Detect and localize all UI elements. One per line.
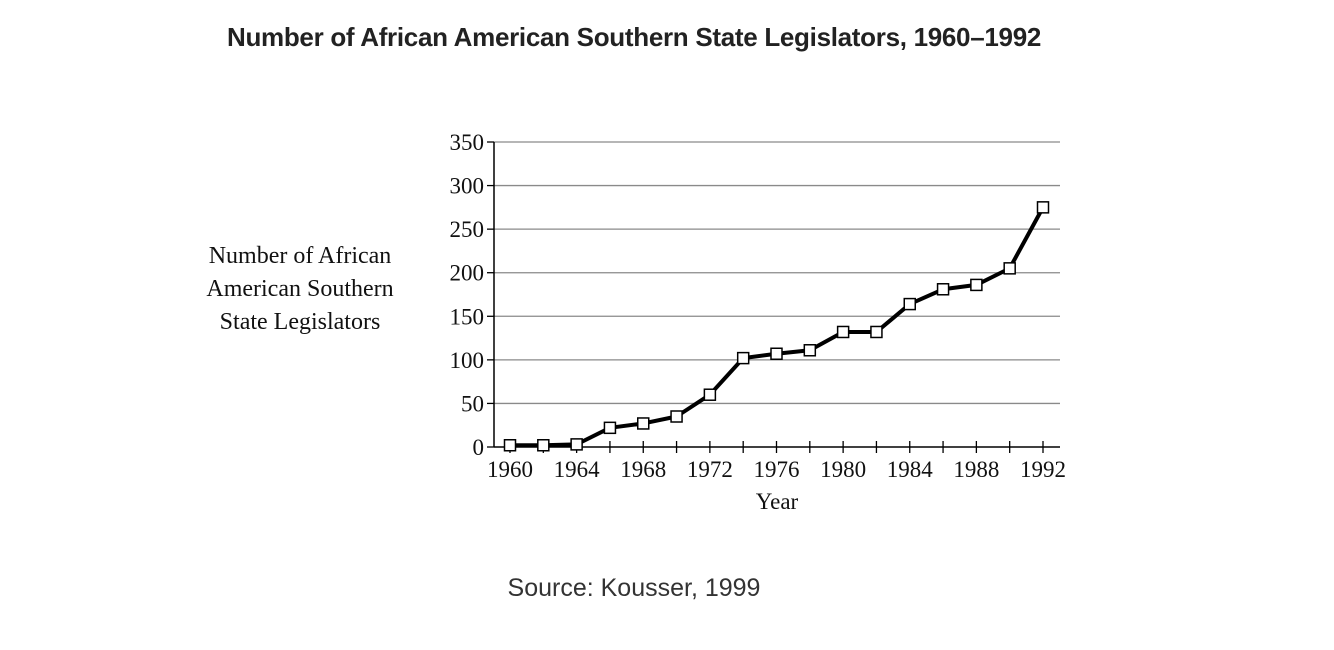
x-tick-label-7: 1988 bbox=[953, 457, 999, 482]
x-tick-label-4: 1976 bbox=[754, 457, 800, 482]
data-markers bbox=[503, 201, 1050, 452]
data-point-1988 bbox=[970, 278, 983, 292]
data-point-1990 bbox=[1003, 262, 1016, 275]
series-line bbox=[510, 206, 1045, 448]
y-tick-label-0: 0 bbox=[473, 435, 485, 460]
y-axis-title-line-0: Number of African bbox=[209, 243, 392, 269]
grid-lines bbox=[494, 141, 1060, 405]
y-tick-labels: 0 50 100 150 200 250 300 350 bbox=[450, 130, 485, 460]
data-point-1962 bbox=[537, 439, 550, 452]
y-tick-label-2: 100 bbox=[450, 348, 485, 373]
data-point-1986 bbox=[936, 283, 950, 296]
y-tick-label-4: 200 bbox=[450, 261, 485, 286]
y-axis-title-line-2: State Legislators bbox=[220, 309, 381, 335]
data-point-1966 bbox=[603, 421, 617, 435]
data-point-1968 bbox=[637, 417, 650, 430]
data-point-1964 bbox=[570, 438, 583, 451]
data-point-1972 bbox=[703, 388, 717, 401]
series-line-0 bbox=[510, 206, 1045, 448]
y-axis-title-line-1: American Southern bbox=[206, 276, 393, 302]
data-point-1970 bbox=[670, 410, 683, 423]
data-point-1984 bbox=[903, 297, 916, 311]
y-tick-label-5: 250 bbox=[450, 217, 485, 242]
y-tick-label-1: 50 bbox=[461, 391, 484, 416]
x-tick-label-8: 1992 bbox=[1020, 457, 1066, 482]
data-point-1980 bbox=[836, 325, 850, 339]
x-tick-label-3: 1972 bbox=[687, 457, 733, 482]
data-point-1960 bbox=[503, 439, 517, 452]
axes bbox=[487, 141, 1060, 453]
x-tick-label-2: 1968 bbox=[620, 457, 666, 482]
x-axis-title: Year bbox=[756, 489, 799, 514]
source-note: Source: Kousser, 1999 bbox=[507, 574, 761, 602]
x-tick-label-1: 1964 bbox=[554, 457, 601, 482]
data-point-1978 bbox=[803, 344, 817, 357]
x-tick-label-0: 1960 bbox=[487, 457, 533, 482]
chart-title: Number of African American Southern Stat… bbox=[226, 22, 1042, 52]
y-tick-label-6: 300 bbox=[450, 174, 485, 199]
y-tick-label-3: 150 bbox=[450, 304, 485, 329]
y-axis-title: Number of African American Southern State … bbox=[206, 243, 393, 335]
data-point-1976 bbox=[770, 347, 783, 361]
data-point-1974 bbox=[736, 351, 750, 365]
y-tick-label-7: 350 bbox=[450, 130, 485, 155]
x-tick-labels: 1960 1964 1968 1972 1976 1980 1984 1988 1992 bbox=[487, 457, 1066, 482]
x-tick-label-6: 1984 bbox=[887, 457, 934, 482]
data-point-1982 bbox=[870, 325, 883, 339]
data-point-1992 bbox=[1036, 201, 1050, 214]
x-tick-label-5: 1980 bbox=[820, 457, 866, 482]
